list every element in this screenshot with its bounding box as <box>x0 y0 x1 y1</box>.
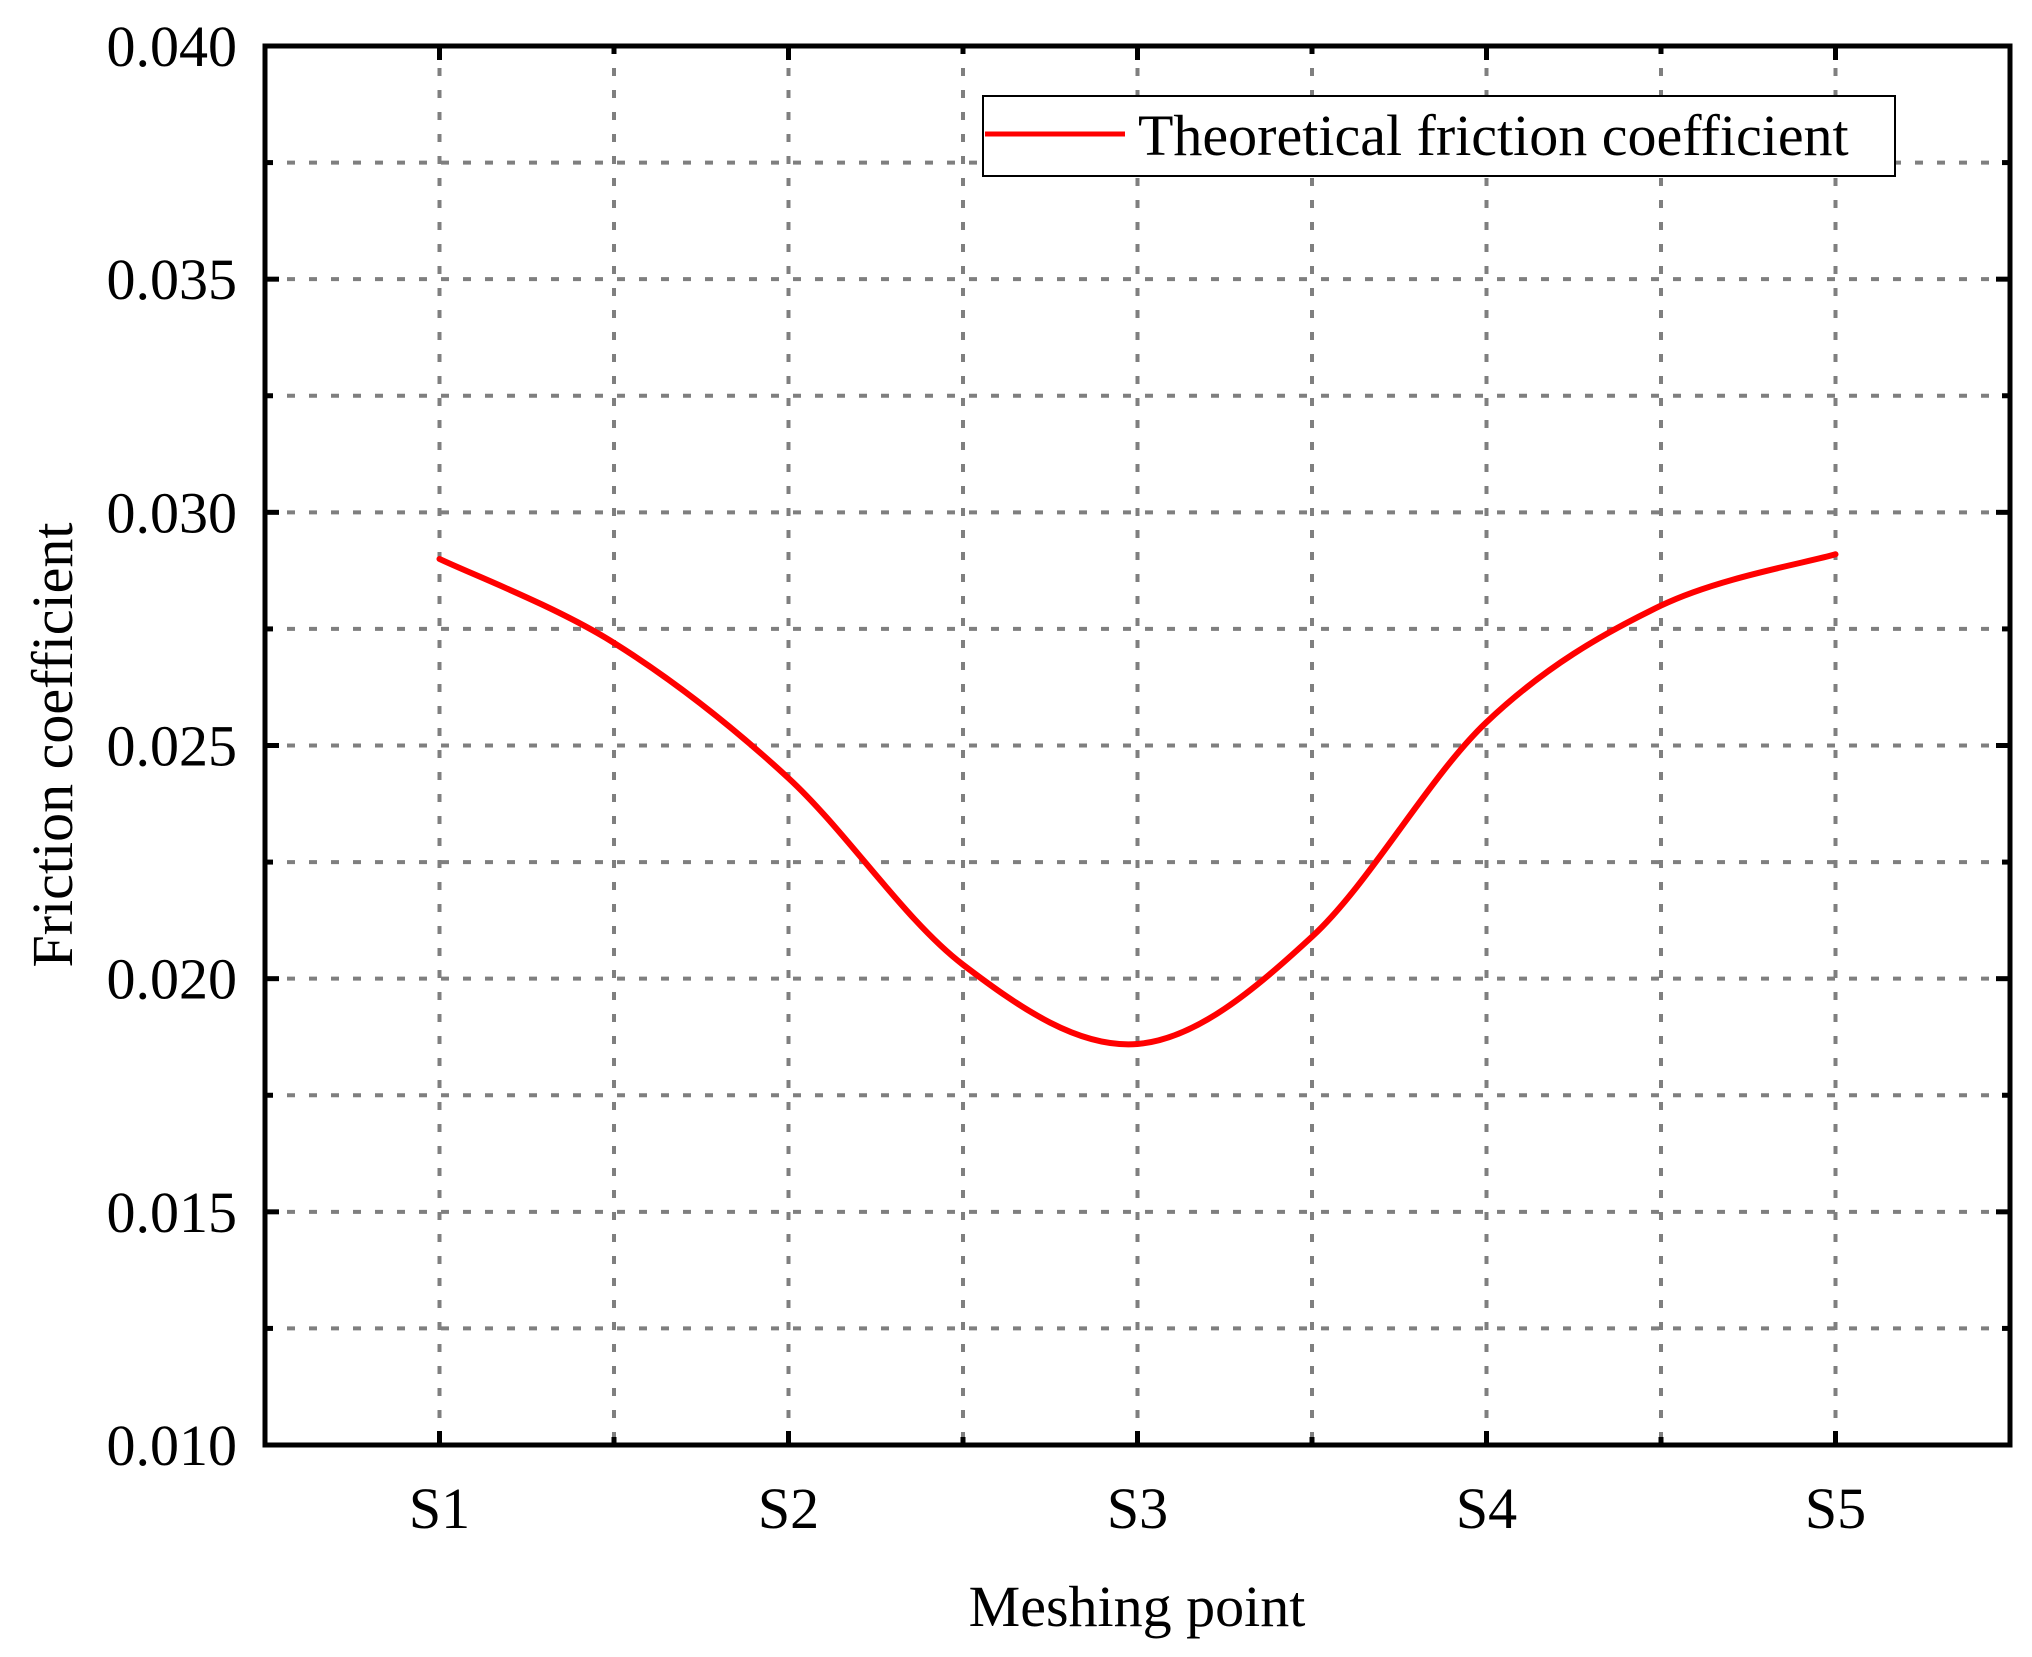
axis-ticks <box>265 46 2010 1445</box>
series-line <box>436 551 1839 1048</box>
x-tick-label: S1 <box>409 1476 470 1541</box>
y-tick-label: 0.025 <box>107 714 238 779</box>
legend-label: Theoretical friction coefficient <box>1138 103 1849 168</box>
x-tick-labels: S1 S2 S3 S4 S5 <box>409 1476 1866 1541</box>
y-tick-labels: 0.010 0.015 0.020 0.025 0.030 0.035 0.040 <box>107 14 238 1478</box>
y-tick-label: 0.035 <box>107 247 238 312</box>
y-tick-label: 0.030 <box>107 480 238 545</box>
y-axis-title: Friction coefficient <box>20 522 85 967</box>
x-tick-label: S3 <box>1107 1476 1168 1541</box>
y-tick-label: 0.020 <box>107 947 238 1012</box>
x-tick-label: S2 <box>758 1476 819 1541</box>
series-layer <box>436 551 1839 1048</box>
y-tick-label: 0.015 <box>107 1180 238 1245</box>
grid-lines <box>265 46 2010 1445</box>
x-tick-label: S4 <box>1456 1476 1517 1541</box>
x-tick-label: S5 <box>1805 1476 1866 1541</box>
legend: Theoretical friction coefficient <box>982 95 1896 177</box>
y-tick-label: 0.010 <box>107 1413 238 1478</box>
legend-box <box>982 95 1896 177</box>
y-tick-label: 0.040 <box>107 14 238 79</box>
x-axis-title: Meshing point <box>969 1574 1306 1639</box>
